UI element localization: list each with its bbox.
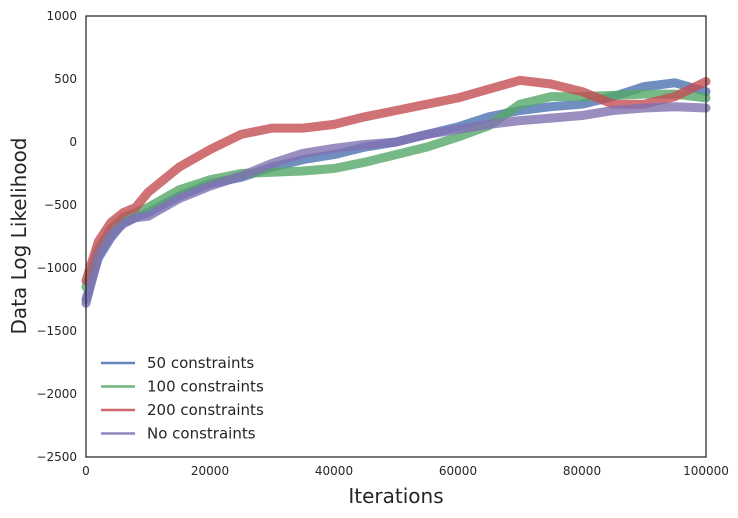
plot-frame — [85, 15, 707, 458]
y-axis-label: Data Log Likelihood — [7, 137, 31, 334]
series-line-4 — [81, 102, 711, 308]
legend-label: 200 constraints — [147, 401, 264, 419]
series-line-3 — [81, 75, 711, 286]
x-tick-label: 60000 — [439, 464, 477, 478]
y-tick-label: −500 — [44, 198, 77, 212]
y-tick-label: −2000 — [36, 387, 77, 401]
y-tick-label: −2500 — [36, 450, 77, 464]
y-tick-label: 500 — [54, 72, 77, 86]
tick-layer: 0 20000 40000 60000 80000 100000 −2500 −2000 −15… — [36, 9, 729, 478]
x-tick-label: 0 — [82, 464, 90, 478]
x-tick-label: 80000 — [563, 464, 601, 478]
x-axis-label: Iterations — [348, 484, 443, 508]
legend-label: 100 constraints — [147, 378, 264, 396]
y-tick-label: −1500 — [36, 324, 77, 338]
x-tick-label: 20000 — [191, 464, 229, 478]
series-layer — [81, 75, 711, 308]
y-tick-label: 0 — [69, 135, 77, 149]
y-tick-label: −1000 — [36, 261, 77, 275]
x-tick-label: 40000 — [315, 464, 353, 478]
legend: 50 constraints 100 constraints 200 constra… — [101, 354, 264, 443]
legend-label: 50 constraints — [147, 354, 254, 372]
legend-label: No constraints — [147, 425, 256, 443]
y-tick-label: 1000 — [46, 9, 77, 23]
x-tick-label: 100000 — [683, 464, 729, 478]
